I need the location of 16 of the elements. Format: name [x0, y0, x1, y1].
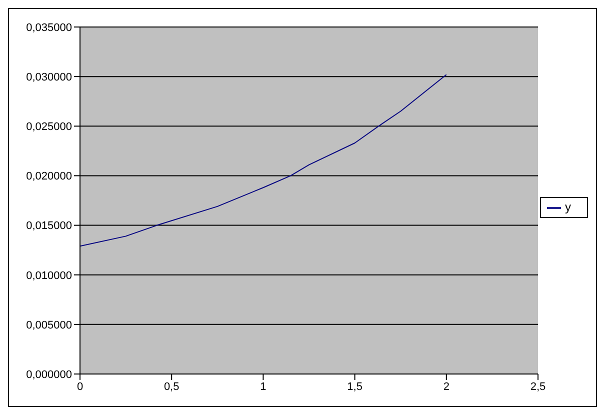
y-tick-label: 0,030000 — [26, 71, 72, 84]
legend-label: y — [565, 200, 571, 214]
x-tick-label: 2 — [443, 380, 450, 393]
y-tick-label: 0,015000 — [26, 220, 72, 232]
x-tick-label: 0 — [76, 380, 84, 393]
y-tick-label: 0,020000 — [26, 170, 72, 183]
line-series — [80, 74, 447, 247]
y-tick-label: 0,005000 — [26, 319, 72, 332]
x-tick-label: 0,5 — [164, 380, 180, 393]
y-tick-label: 0,025000 — [26, 121, 72, 134]
x-tick-label: 1,5 — [347, 380, 362, 393]
y-tick-label: 0,000000 — [26, 368, 72, 381]
y-tick-label: 0,035000 — [26, 22, 72, 34]
x-tick-label: 2,5 — [530, 380, 546, 393]
x-tick-label: 1 — [260, 380, 266, 393]
y-tick-label: 0,010000 — [26, 270, 72, 282]
